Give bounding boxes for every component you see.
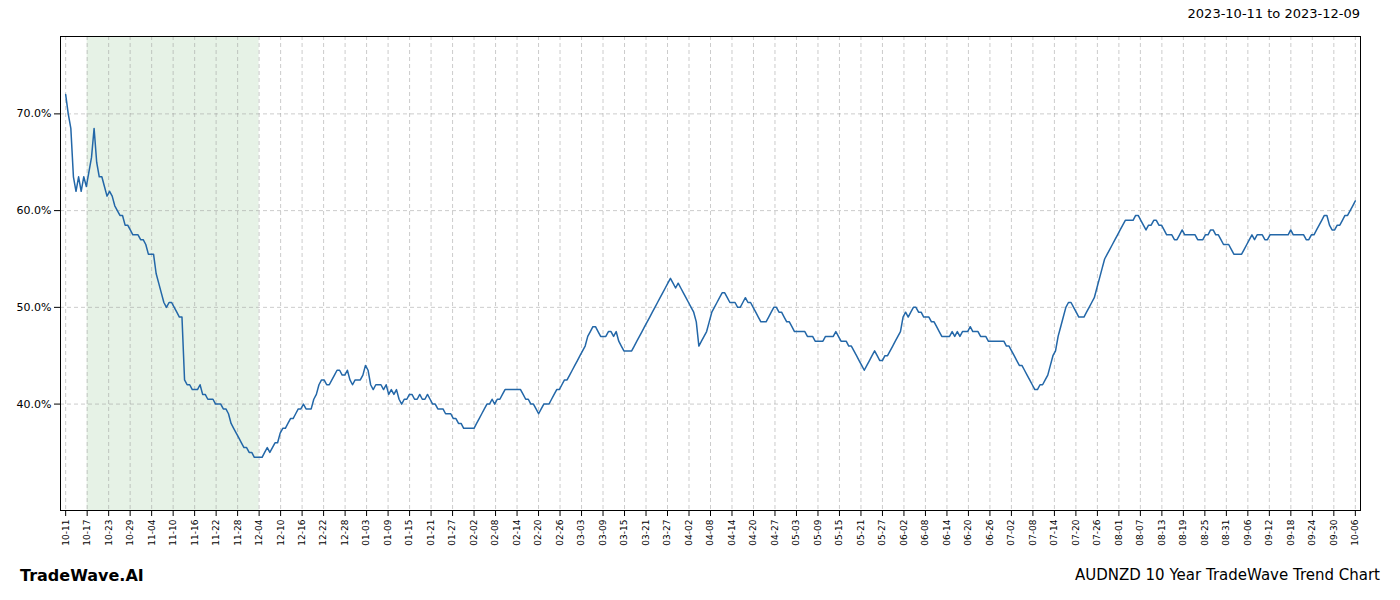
svg-text:06-20: 06-20 xyxy=(963,519,973,545)
svg-text:08-07: 08-07 xyxy=(1135,520,1145,546)
svg-text:07-08: 07-08 xyxy=(1028,519,1038,545)
svg-text:40.0%: 40.0% xyxy=(17,398,52,411)
svg-text:11-10: 11-10 xyxy=(168,519,178,545)
svg-text:12-28: 12-28 xyxy=(340,519,350,545)
svg-text:01-27: 01-27 xyxy=(447,520,457,546)
svg-text:05-09: 05-09 xyxy=(813,519,823,545)
svg-text:12-22: 12-22 xyxy=(318,520,328,546)
svg-text:06-14: 06-14 xyxy=(942,519,952,545)
svg-text:12-16: 12-16 xyxy=(297,519,307,545)
svg-text:07-02: 07-02 xyxy=(1006,520,1016,546)
svg-text:03-21: 03-21 xyxy=(641,520,651,546)
svg-text:06-26: 06-26 xyxy=(985,519,995,545)
svg-text:11-28: 11-28 xyxy=(233,519,243,545)
svg-text:02-08: 02-08 xyxy=(490,519,500,545)
svg-text:03-03: 03-03 xyxy=(576,520,586,546)
svg-text:07-26: 07-26 xyxy=(1092,519,1102,545)
svg-text:06-08: 06-08 xyxy=(920,519,930,545)
svg-text:01-09: 01-09 xyxy=(383,519,393,545)
svg-text:01-15: 01-15 xyxy=(404,520,414,546)
html-text:AUDNZD 10 Year TradeWave Trend: AUDNZD 10 Year TradeWave Trend Chart xyxy=(1075,566,1380,584)
html-text:TradeWave.AI: TradeWave.AI xyxy=(20,565,144,585)
svg-text:04-27: 04-27 xyxy=(770,520,780,546)
svg-text:10-11: 10-11 xyxy=(61,520,71,546)
svg-text:05-27: 05-27 xyxy=(877,520,887,546)
svg-text:50.0%: 50.0% xyxy=(17,301,52,314)
svg-text:03-27: 03-27 xyxy=(662,520,672,546)
html-text:2023-10-11 to 2023-12-09: 2023-10-11 to 2023-12-09 xyxy=(1187,6,1360,21)
svg-text:09-24: 09-24 xyxy=(1307,519,1317,545)
svg-text:05-21: 05-21 xyxy=(856,520,866,546)
svg-text:12-04: 12-04 xyxy=(254,519,264,545)
svg-text:03-09: 03-09 xyxy=(598,519,608,545)
svg-text:09-30: 09-30 xyxy=(1329,519,1339,545)
svg-text:08-31: 08-31 xyxy=(1221,520,1231,546)
svg-text:08-01: 08-01 xyxy=(1114,520,1124,546)
svg-text:11-22: 11-22 xyxy=(211,520,221,546)
svg-text:06-02: 06-02 xyxy=(899,520,909,546)
svg-text:08-19: 08-19 xyxy=(1178,519,1188,545)
svg-text:04-08: 04-08 xyxy=(705,519,715,545)
svg-text:08-13: 08-13 xyxy=(1157,520,1167,546)
svg-text:10-06: 10-06 xyxy=(1350,519,1360,545)
svg-text:02-20: 02-20 xyxy=(533,519,543,545)
svg-text:04-20: 04-20 xyxy=(748,519,758,545)
svg-text:10-23: 10-23 xyxy=(104,520,114,546)
svg-text:70.0%: 70.0% xyxy=(17,107,52,120)
svg-text:10-17: 10-17 xyxy=(82,520,92,546)
svg-text:07-14: 07-14 xyxy=(1049,519,1059,545)
svg-text:05-03: 05-03 xyxy=(791,520,801,546)
svg-text:08-25: 08-25 xyxy=(1200,520,1210,546)
svg-text:09-06: 09-06 xyxy=(1243,519,1253,545)
svg-text:05-15: 05-15 xyxy=(834,520,844,546)
svg-text:04-02: 04-02 xyxy=(684,520,694,546)
svg-text:02-26: 02-26 xyxy=(555,519,565,545)
svg-text:11-16: 11-16 xyxy=(190,519,200,545)
svg-text:07-20: 07-20 xyxy=(1071,519,1081,545)
svg-text:11-04: 11-04 xyxy=(147,519,157,545)
svg-text:03-15: 03-15 xyxy=(619,520,629,546)
svg-text:02-14: 02-14 xyxy=(512,519,522,545)
svg-text:01-03: 01-03 xyxy=(361,520,371,546)
svg-text:09-18: 09-18 xyxy=(1286,519,1296,545)
svg-text:09-12: 09-12 xyxy=(1264,520,1274,546)
svg-text:01-21: 01-21 xyxy=(426,520,436,546)
svg-text:02-02: 02-02 xyxy=(469,520,479,546)
svg-text:10-29: 10-29 xyxy=(125,519,135,545)
svg-text:12-10: 12-10 xyxy=(275,519,285,545)
svg-text:60.0%: 60.0% xyxy=(17,204,52,217)
svg-text:04-14: 04-14 xyxy=(727,519,737,545)
